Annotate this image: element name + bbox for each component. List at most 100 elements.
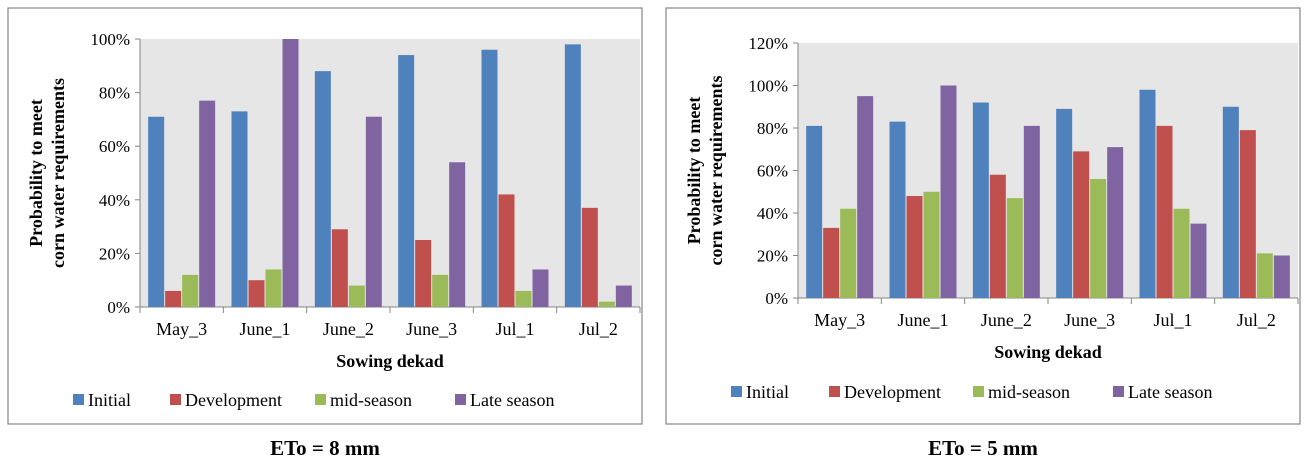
y-axis-title: corn water requirements [48, 78, 68, 268]
x-axis-title: Sowing dekad [994, 342, 1102, 362]
bar-initial [889, 121, 906, 298]
chart-panel-eto-8: 0% 20% 40% 60% 80% 100% May_3 June_1 June_2 June_… [0, 0, 650, 460]
chart-panel-eto-5: 0% 20% 40% 60% 80% 100% 120% May_3 June_1 June_2 J… [658, 0, 1308, 460]
y-tick-label: 100% [90, 30, 130, 49]
x-tick-label: June_2 [981, 310, 1032, 330]
x-tick-label: Jul_1 [495, 319, 534, 339]
bar-late-season [532, 269, 549, 307]
bar-mid-season [515, 290, 532, 307]
bar-initial [1222, 106, 1239, 298]
bar-initial [231, 111, 248, 307]
legend-swatch [170, 394, 181, 405]
bar-development [1073, 151, 1090, 298]
bar-mid-season [432, 274, 449, 307]
legend-label: Late season [470, 390, 554, 410]
legend-swatch [455, 394, 466, 405]
bar-initial [972, 102, 989, 298]
legend-swatch [315, 394, 326, 405]
bar-initial [564, 44, 581, 308]
bar-mid-season [182, 274, 199, 307]
y-tick-label: 0% [107, 298, 130, 317]
legend-label: Development [844, 382, 941, 402]
bar-development [165, 290, 182, 307]
chart-eto-8: 0% 20% 40% 60% 80% 100% May_3 June_1 June_2 June_… [7, 7, 643, 425]
legend-label: mid-season [330, 390, 412, 410]
x-tick-label: Jul_2 [579, 319, 618, 339]
plot-area [140, 39, 640, 307]
chart-caption: ETo = 8 mm [270, 436, 380, 460]
chart-caption: ETo = 5 mm [928, 436, 1038, 460]
bar-initial [148, 116, 165, 307]
bar-late-season [365, 116, 382, 307]
y-tick-label: 60% [757, 162, 788, 181]
y-tick-label: 40% [757, 204, 788, 223]
bar-mid-season [923, 191, 940, 298]
y-axis-title: Probability to meet [26, 99, 46, 247]
legend-label: Late season [1128, 382, 1212, 402]
plot-area [798, 43, 1298, 298]
bar-late-season [615, 285, 632, 307]
y-tick-label: 40% [99, 191, 130, 210]
bar-initial [806, 125, 823, 298]
bar-late-season [1107, 147, 1124, 298]
bar-mid-season [1006, 198, 1023, 298]
bar-initial [1139, 89, 1156, 298]
bar-development [1156, 125, 1173, 298]
bar-mid-season [1173, 208, 1190, 298]
bar-initial [398, 55, 415, 307]
bar-late-season [940, 85, 957, 298]
bar-initial [1056, 108, 1073, 298]
x-tick-label: June_1 [898, 310, 949, 330]
bar-late-season [282, 39, 299, 307]
legend-label: Initial [88, 390, 131, 410]
bar-mid-season [265, 269, 282, 307]
x-tick-label: May_3 [156, 319, 207, 339]
x-axis-title: Sowing dekad [336, 351, 444, 371]
bar-late-season [1190, 223, 1207, 298]
x-tick-label: June_1 [240, 319, 291, 339]
bar-development [498, 194, 515, 307]
bar-development [331, 229, 348, 307]
bar-late-season [449, 162, 466, 307]
bar-late-season [857, 96, 874, 298]
x-tick-label: June_2 [323, 319, 374, 339]
x-tick-label: June_3 [406, 319, 457, 339]
bar-mid-season [598, 301, 615, 307]
bar-development [989, 174, 1006, 298]
bar-mid-season [348, 285, 365, 307]
y-tick-label: 80% [757, 119, 788, 138]
bar-late-season [199, 100, 216, 307]
bar-initial [314, 71, 331, 307]
bar-late-season [1023, 125, 1040, 298]
x-tick-label: Jul_1 [1153, 310, 1192, 330]
bar-development [1239, 130, 1256, 298]
y-tick-label: 80% [99, 84, 130, 103]
x-tick-label: May_3 [814, 310, 865, 330]
legend-swatch [829, 386, 840, 397]
legend-swatch [973, 386, 984, 397]
x-tick-label: Jul_2 [1237, 310, 1276, 330]
y-tick-label: 0% [765, 289, 788, 308]
y-tick-label: 60% [99, 137, 130, 156]
bar-development [581, 207, 598, 307]
y-tick-label: 20% [99, 244, 130, 263]
legend-swatch [73, 394, 84, 405]
bar-mid-season [840, 208, 857, 298]
bar-development [823, 227, 840, 298]
chart-eto-5: 0% 20% 40% 60% 80% 100% 120% May_3 June_1 June_2 J… [665, 7, 1301, 425]
y-axis-title: corn water requirements [706, 76, 726, 266]
bar-mid-season [1090, 179, 1107, 298]
legend-swatch [1113, 386, 1124, 397]
bar-late-season [1273, 255, 1290, 298]
bar-mid-season [1256, 253, 1273, 298]
bar-development [906, 196, 923, 298]
legend-swatch [731, 386, 742, 397]
legend-label: Initial [746, 382, 789, 402]
bar-development [248, 280, 265, 307]
legend-label: mid-season [988, 382, 1070, 402]
bar-development [415, 240, 432, 307]
x-tick-label: June_3 [1064, 310, 1115, 330]
y-tick-label: 100% [748, 77, 788, 96]
bar-initial [481, 49, 498, 307]
y-tick-label: 120% [748, 34, 788, 53]
